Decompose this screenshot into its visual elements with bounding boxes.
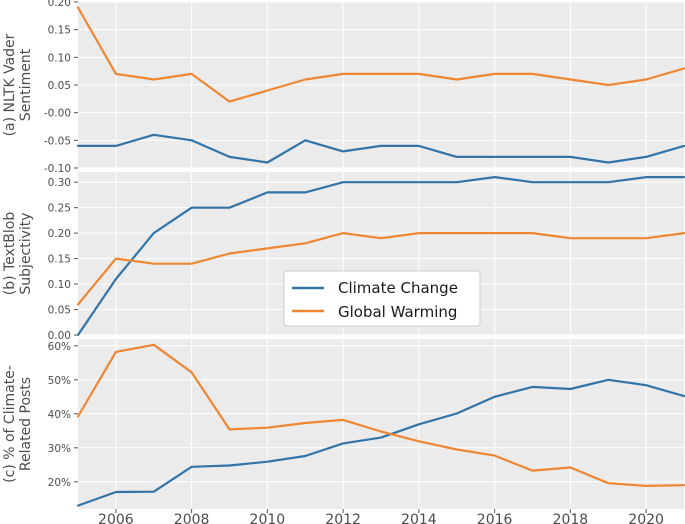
x-tick-label: 2020 (628, 512, 664, 524)
series-line-global-warming (76, 343, 685, 487)
y-axis-label-line: Related Posts (18, 377, 34, 471)
y-axis-label-line: (b) TextBlob (2, 212, 18, 296)
x-axis: 2006 2008 2010 2012 2014 2016 2018 2020 (98, 509, 664, 524)
y-axis-label-line: (a) NLTK Vader (2, 33, 18, 136)
x-tick-label: 2006 (98, 512, 134, 524)
y-axis-label: (c) % of Climate-Related Posts (2, 365, 34, 483)
y-tick-label: 0.20 (48, 0, 71, 9)
legend: Climate Change Global Warming (283, 270, 481, 327)
legend-label-climate-change: Climate Change (338, 279, 458, 297)
y-tick-label: 30% (48, 443, 71, 455)
x-tick-label: 2008 (174, 512, 210, 524)
series-line-climate-change (76, 133, 685, 164)
y-tick-label: 20% (48, 477, 71, 489)
panel-3: 20% 30% 40% 50% 60% (c) % of Climate-Related … (2, 339, 685, 509)
y-tick-label: 0.15 (48, 254, 71, 266)
x-tick-label: 2010 (250, 512, 286, 524)
legend-label-global-warming: Global Warming (338, 303, 457, 321)
x-tick-label: 2016 (477, 512, 513, 524)
y-axis-label-line: Sentiment (18, 48, 34, 121)
y-tick-label: 0.05 (48, 305, 71, 317)
y-tick-label: -0.05 (44, 135, 71, 147)
y-tick-label: 0.10 (48, 52, 71, 64)
y-tick-label: 0.20 (48, 228, 71, 240)
chart-panels: -0.10 -0.05 -0.00 0.05 0.10 0.15 0.20 (a) NLTK … (2, 0, 685, 509)
series-line-climate-change (76, 378, 685, 507)
panel-background (78, 339, 684, 509)
y-tick-label: 0.15 (48, 25, 71, 37)
series-line-global-warming (76, 6, 685, 103)
y-tick-label: 0.10 (48, 279, 71, 291)
y-tick-label: 0.00 (48, 330, 71, 342)
y-tick-label: -0.00 (44, 108, 71, 120)
y-tick-label: 0.05 (48, 80, 71, 92)
y-tick-label: 0.25 (48, 203, 71, 215)
y-axis-label: (b) TextBlobSubjectivity (2, 212, 34, 296)
y-axis-label-line: (c) % of Climate- (2, 365, 18, 483)
x-tick-label: 2018 (553, 512, 589, 524)
y-tick-label: 50% (48, 375, 71, 387)
y-axis-label-line: Subjectivity (18, 212, 34, 294)
y-axis-label: (a) NLTK VaderSentiment (2, 33, 34, 136)
series-line-climate-change (76, 176, 685, 337)
y-tick-label: 40% (48, 409, 71, 421)
y-tick-label: -0.10 (44, 163, 71, 175)
series-line-global-warming (76, 232, 685, 306)
legend-box (283, 270, 481, 327)
y-tick-label: 60% (48, 341, 71, 353)
panel-1: -0.10 -0.05 -0.00 0.05 0.10 0.15 0.20 (a) NLTK … (2, 0, 685, 175)
x-tick-label: 2012 (325, 512, 361, 524)
y-tick-label: 0.30 (48, 177, 71, 189)
x-tick-label: 2014 (401, 512, 437, 524)
